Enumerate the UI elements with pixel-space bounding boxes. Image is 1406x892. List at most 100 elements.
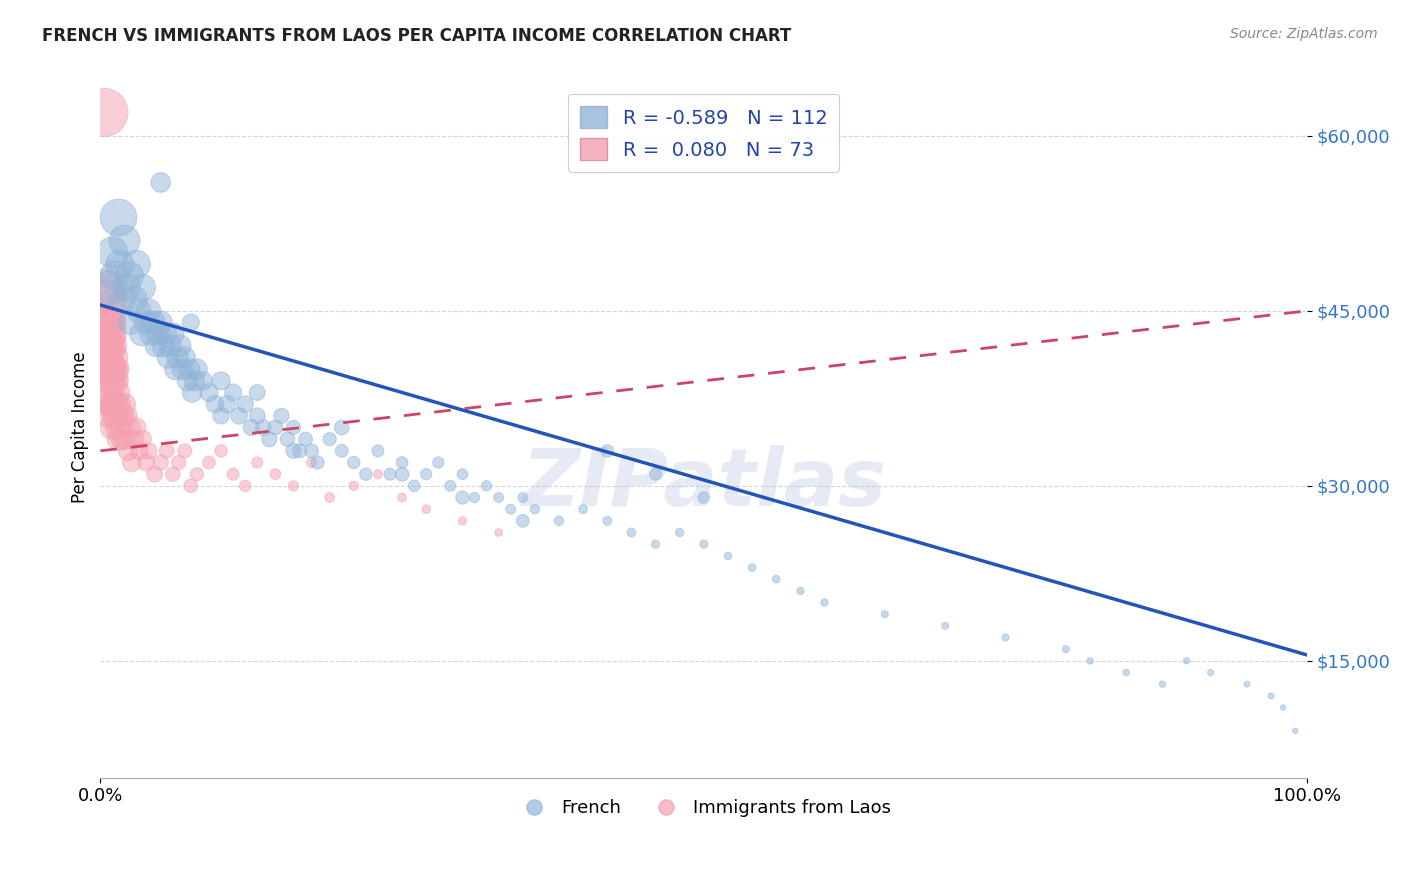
Point	[1054, 642, 1077, 657]
Point	[98, 362, 121, 376]
Point	[259, 432, 281, 446]
Point	[264, 420, 287, 434]
Point	[115, 409, 138, 423]
Point	[186, 362, 208, 376]
Point	[115, 280, 138, 294]
Point	[415, 467, 437, 482]
Point	[204, 397, 226, 411]
Point	[1236, 677, 1258, 691]
Point	[186, 467, 208, 482]
Point	[217, 397, 239, 411]
Point	[105, 397, 128, 411]
Point	[156, 443, 179, 458]
Point	[100, 409, 122, 423]
Point	[367, 467, 389, 482]
Point	[191, 374, 214, 388]
Point	[209, 409, 232, 423]
Point	[108, 257, 131, 271]
Point	[283, 420, 305, 434]
Point	[101, 397, 124, 411]
Point	[94, 280, 117, 294]
Point	[97, 303, 120, 318]
Point	[172, 362, 194, 376]
Point	[156, 351, 179, 365]
Point	[179, 362, 201, 376]
Point	[1199, 665, 1222, 680]
Point	[252, 420, 274, 434]
Point	[122, 432, 145, 446]
Point	[121, 456, 143, 470]
Point	[463, 491, 485, 505]
Point	[439, 479, 461, 493]
Point	[391, 491, 413, 505]
Point	[330, 443, 353, 458]
Point	[105, 385, 128, 400]
Point	[228, 409, 250, 423]
Point	[343, 456, 366, 470]
Point	[644, 467, 666, 482]
Point	[149, 316, 172, 330]
Point	[143, 467, 166, 482]
Point	[112, 409, 135, 423]
Point	[488, 525, 510, 540]
Point	[105, 420, 128, 434]
Point	[276, 432, 298, 446]
Point	[96, 339, 118, 353]
Point	[98, 327, 121, 342]
Point	[378, 467, 401, 482]
Point	[488, 491, 510, 505]
Point	[994, 631, 1017, 645]
Point	[693, 537, 716, 551]
Point	[142, 316, 165, 330]
Point	[93, 105, 115, 120]
Point	[107, 432, 129, 446]
Point	[96, 362, 118, 376]
Point	[523, 502, 546, 516]
Point	[98, 397, 121, 411]
Point	[512, 491, 534, 505]
Point	[717, 549, 740, 563]
Point	[97, 385, 120, 400]
Point	[128, 303, 150, 318]
Point	[233, 479, 256, 493]
Point	[111, 292, 134, 306]
Point	[294, 432, 316, 446]
Point	[139, 327, 162, 342]
Point	[101, 351, 124, 365]
Point	[107, 397, 129, 411]
Point	[307, 456, 329, 470]
Point	[512, 514, 534, 528]
Point	[318, 432, 340, 446]
Point	[173, 443, 195, 458]
Point	[765, 572, 787, 586]
Point	[330, 420, 353, 434]
Point	[209, 443, 232, 458]
Point	[596, 514, 619, 528]
Point	[367, 443, 389, 458]
Point	[96, 316, 118, 330]
Point	[101, 245, 124, 260]
Point	[169, 339, 191, 353]
Point	[148, 327, 170, 342]
Point	[873, 607, 896, 622]
Point	[404, 479, 426, 493]
Point	[301, 443, 323, 458]
Point	[1078, 654, 1101, 668]
Point	[108, 409, 131, 423]
Point	[103, 397, 125, 411]
Point	[167, 456, 190, 470]
Point	[1175, 654, 1198, 668]
Legend: French, Immigrants from Laos: French, Immigrants from Laos	[509, 792, 898, 824]
Point	[451, 491, 474, 505]
Point	[100, 362, 122, 376]
Point	[668, 525, 690, 540]
Point	[104, 268, 127, 283]
Point	[246, 409, 269, 423]
Point	[288, 443, 311, 458]
Point	[572, 502, 595, 516]
Point	[117, 443, 139, 458]
Point	[301, 456, 323, 470]
Point	[128, 443, 150, 458]
Point	[246, 385, 269, 400]
Point	[813, 595, 835, 609]
